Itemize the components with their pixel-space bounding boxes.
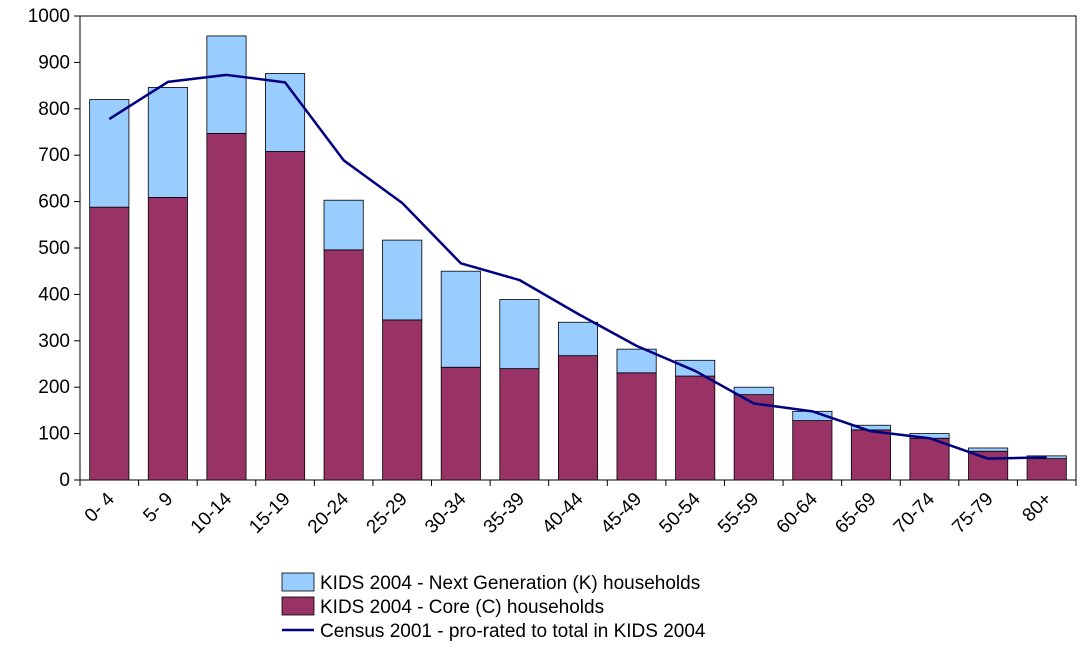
x-tick-label: 70-74 (890, 488, 940, 538)
next-generation-bar (557, 321, 599, 357)
x-tick-label: 55-59 (714, 489, 763, 538)
next-generation-bar (499, 299, 540, 370)
y-tick-label: 900 (38, 52, 70, 73)
y-tick-label: 400 (38, 284, 70, 305)
x-tick-label: 50-54 (655, 488, 705, 538)
core-bar (675, 375, 716, 481)
x-tick-label: 35-39 (480, 489, 529, 538)
legend-label: KIDS 2004 - Core (C) households (320, 597, 604, 618)
legend-label: KIDS 2004 - Next Generation (K) househol… (320, 573, 700, 594)
next-generation-bar (733, 386, 774, 396)
y-tick-label: 200 (38, 377, 70, 398)
x-tick-label: 5- 9 (139, 489, 177, 527)
x-tick-label: 25-29 (363, 489, 412, 538)
core-bar (616, 372, 657, 481)
y-tick-label: 700 (38, 145, 70, 166)
next-generation-bar (265, 73, 306, 152)
legend-swatch-next-generation (281, 572, 315, 592)
next-generation-bar (616, 348, 657, 374)
core-bar (909, 437, 950, 481)
next-generation-bar (440, 270, 481, 368)
next-generation-bar (850, 424, 891, 431)
y-tick-label: 800 (38, 99, 70, 120)
next-generation-bar (968, 447, 1009, 452)
y-tick-label: 0 (59, 470, 70, 491)
x-tick-label: 20-24 (304, 488, 354, 538)
next-generation-bar (89, 99, 130, 208)
core-bar (792, 420, 833, 481)
next-generation-bar (147, 87, 188, 198)
y-tick-label: 600 (38, 192, 70, 213)
y-tick-label: 1000 (28, 6, 70, 27)
core-bar (968, 450, 1009, 481)
x-tick-label: 30-34 (421, 488, 471, 538)
core-bar (499, 368, 540, 481)
x-tick-label: 45-49 (597, 489, 646, 538)
core-bar (733, 394, 774, 481)
x-tick-label: 40-44 (538, 488, 588, 538)
core-bar (206, 132, 247, 481)
y-tick-label: 100 (38, 424, 70, 445)
core-bar (147, 197, 188, 481)
core-bar (1026, 458, 1067, 481)
core-bar (557, 355, 599, 481)
next-generation-bar (323, 199, 364, 251)
x-tick-label: 15-19 (245, 489, 294, 538)
next-generation-bar (206, 35, 247, 134)
core-bar (89, 206, 130, 481)
y-tick-label: 300 (38, 331, 70, 352)
legend-swatch-core (281, 596, 315, 616)
next-generation-bar (675, 359, 716, 377)
core-bar (440, 366, 481, 481)
x-tick-label: 0- 4 (81, 488, 119, 526)
core-bar (323, 249, 364, 481)
x-tick-label: 80+ (1019, 489, 1057, 527)
x-tick-label: 75-79 (948, 489, 997, 538)
core-bar (265, 151, 306, 481)
x-tick-label: 10-14 (187, 488, 237, 538)
core-bar (850, 429, 891, 481)
y-tick-label: 500 (38, 238, 70, 259)
census-line (108, 73, 1047, 460)
next-generation-bar (382, 239, 423, 321)
core-bar (382, 319, 423, 481)
x-tick-label: 60-64 (773, 488, 823, 538)
legend-label: Census 2001 - pro-rated to total in KIDS… (320, 621, 706, 642)
x-tick-label: 65-69 (831, 489, 880, 538)
